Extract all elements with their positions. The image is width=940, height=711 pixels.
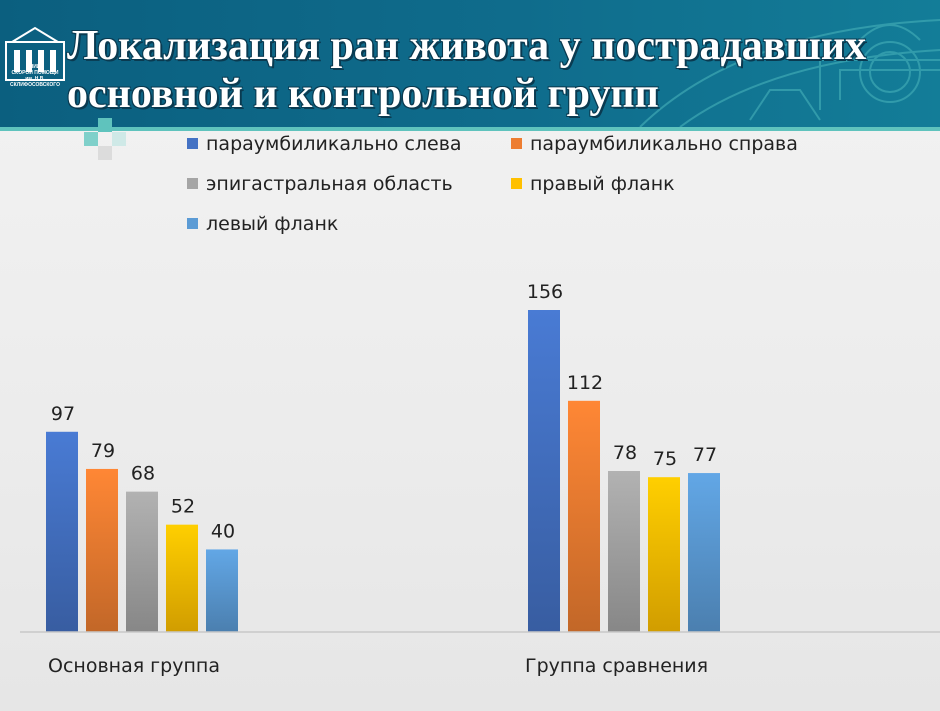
decor-square	[112, 132, 126, 146]
legend-swatch	[187, 178, 198, 189]
decor-square	[98, 118, 112, 132]
chart-legend: параумбиликально слева параумбиликально с…	[187, 133, 798, 235]
legend-label: правый фланк	[530, 173, 675, 195]
bar	[206, 549, 238, 632]
logo-caption-line: СКОРОЙ ПОМОЩИ	[11, 70, 59, 76]
logo-caption-line: НИИ	[29, 64, 41, 70]
category-label: Основная группа	[48, 655, 220, 677]
bar	[86, 468, 118, 632]
slide-title: Локализация ран живота у пострадавших ос…	[67, 22, 907, 118]
data-label: 112	[567, 372, 603, 394]
bar	[568, 400, 600, 632]
decor-square	[98, 146, 112, 160]
legend-label: эпигастральная область	[206, 173, 453, 195]
legend-swatch	[187, 218, 198, 229]
data-label: 75	[653, 448, 677, 470]
bar	[166, 524, 198, 632]
data-label: 40	[211, 520, 235, 542]
slide-title-line-2: основной и контрольной групп	[67, 71, 659, 117]
data-label: 77	[693, 444, 717, 466]
category-label: Группа сравнения	[525, 655, 708, 677]
data-label: 68	[131, 463, 155, 485]
legend-swatch	[187, 138, 198, 149]
bar	[648, 477, 680, 632]
bar	[608, 471, 640, 632]
slide-title-line-1: Локализация ран живота у пострадавших	[67, 23, 867, 69]
data-label: 79	[91, 440, 115, 462]
data-label: 156	[527, 281, 563, 303]
legend-swatch	[511, 138, 522, 149]
bar	[126, 491, 158, 632]
data-label: 52	[171, 496, 195, 518]
slide-header: НИИ СКОРОЙ ПОМОЩИ им. Н.В. СКЛИФОСОВСКОГ…	[0, 0, 940, 127]
data-label: 97	[51, 403, 75, 425]
logo-caption-line: им. Н.В. СКЛИФОСОВСКОГО	[10, 76, 60, 88]
legend-label: параумбиликально слева	[206, 133, 462, 155]
institute-logo	[5, 26, 65, 81]
legend-label: левый фланк	[206, 213, 338, 235]
bar	[46, 431, 78, 632]
building-outline-decoration	[639, 19, 940, 127]
legend-swatch	[511, 178, 522, 189]
legend-label: параумбиликально справа	[530, 133, 798, 155]
header-accent-stripe	[0, 127, 940, 131]
data-label: 78	[613, 442, 637, 464]
decor-square	[84, 132, 98, 146]
bar	[688, 473, 720, 632]
logo-caption: НИИ СКОРОЙ ПОМОЩИ им. Н.В. СКЛИФОСОВСКОГ…	[0, 64, 70, 88]
bar	[528, 310, 560, 632]
category-labels: Основная группа Группа сравнения	[48, 655, 708, 677]
chart-bars: 97 79 68 52 40 156 112 78 75 77	[46, 281, 720, 632]
